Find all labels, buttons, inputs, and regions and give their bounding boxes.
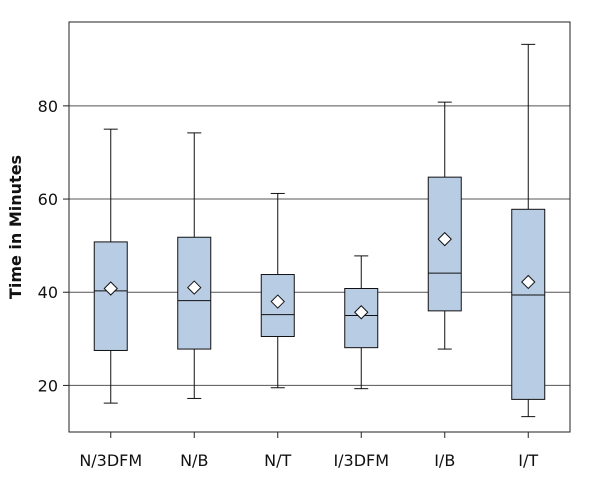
iqr-box	[512, 209, 545, 399]
box-series	[94, 44, 545, 416]
box-group	[345, 256, 378, 389]
box-group	[428, 102, 461, 349]
plot-frame	[69, 22, 570, 432]
x-axis: N/3DFM N/B N/T I/3DFM I/B I/T	[79, 432, 538, 470]
box-group	[512, 44, 545, 416]
x-tick-label: I/T	[518, 451, 538, 470]
box-group	[261, 193, 294, 387]
x-tick-label: N/3DFM	[79, 451, 142, 470]
box-group	[178, 133, 211, 399]
x-tick-label: N/T	[264, 451, 291, 470]
iqr-box	[94, 242, 127, 351]
y-axis: 20 40 60 80	[38, 97, 69, 396]
y-axis-title: Time in Minutes	[6, 155, 25, 299]
y-tick-label: 40	[38, 283, 58, 302]
box-group	[94, 129, 127, 403]
gridlines	[69, 106, 570, 386]
x-tick-label: N/B	[180, 451, 208, 470]
x-tick-label: I/3DFM	[333, 451, 389, 470]
y-tick-label: 80	[38, 97, 58, 116]
y-tick-label: 20	[38, 376, 58, 395]
x-tick-label: I/B	[434, 451, 455, 470]
y-tick-label: 60	[38, 190, 58, 209]
